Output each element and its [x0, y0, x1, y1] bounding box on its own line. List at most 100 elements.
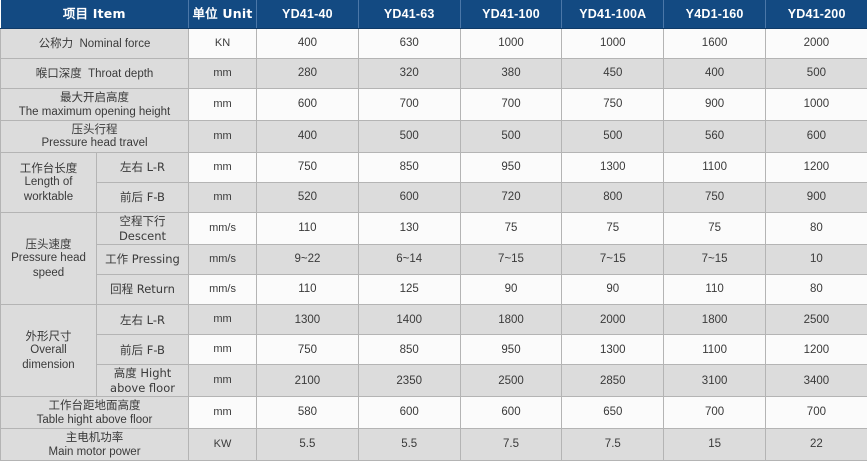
row-sub-label: 前后 F-B	[95, 181, 190, 214]
table-row: 外形尺寸 Overall dimension 左右 L-R mm 1300 1400 180…	[0, 304, 867, 398]
table-row: 喉口深度 Throat depth mm 280 320 380 450 400 500	[0, 58, 867, 90]
item-label-cn: 工作台距地面高度	[48, 398, 141, 413]
row-unit: mm/s	[188, 243, 258, 276]
table-row: 前后 F-B mm 520 600 720 800 750 900	[1, 181, 867, 214]
row-value-0: 5.5	[256, 428, 359, 461]
row-value-2: 950	[459, 151, 563, 184]
row-value-3: 500	[561, 120, 665, 153]
row-group-label: 压头速度 Pressure head speed	[0, 212, 97, 306]
item-label-cn: 压头行程	[71, 122, 118, 137]
row-unit: KW	[188, 428, 258, 461]
row-value-1: 6~14	[357, 243, 461, 276]
row-value-5: 700	[765, 396, 867, 430]
table-row: 工作台距地面高度 Table hight above floor mm 580 600 6…	[0, 396, 867, 430]
row-value-0: 750	[256, 151, 359, 184]
item-label-cn: 最大开启高度	[60, 90, 129, 105]
row-value-2: 1800	[459, 304, 563, 336]
item-label-cn: 喉口深度	[35, 65, 82, 80]
item-label-en: Throat depth	[81, 67, 154, 80]
row-unit: mm	[188, 364, 258, 398]
table-row: 高度 Hight above floor mm 2100 2350 2500 2850 31…	[1, 364, 867, 398]
table-row: 回程 Return mm/s 110 125 90 90 110 80	[1, 274, 867, 306]
row-value-0: 400	[256, 27, 359, 60]
header-model-2: YD41-100	[460, 0, 563, 29]
row-value-1: 125	[357, 274, 461, 306]
row-value-0: 1300	[256, 304, 359, 336]
row-value-4: 1600	[663, 27, 766, 60]
row-value-5: 2500	[765, 304, 867, 336]
row-value-5: 500	[765, 58, 867, 90]
table-row: 前后 F-B mm 750 850 950 1300 1100 1200	[1, 334, 867, 366]
row-value-5: 80	[765, 274, 867, 306]
row-unit: mm/s	[188, 212, 258, 245]
row-value-0: 600	[256, 88, 359, 122]
row-sub-label: 空程下行 Descent	[95, 212, 190, 245]
item-label-en: Length of worktable	[23, 176, 74, 203]
item-label-en: Pressure head speed	[11, 252, 86, 279]
row-value-4: 75	[663, 212, 766, 245]
row-value-3: 750	[561, 88, 665, 122]
row-value-2: 950	[459, 334, 563, 366]
row-value-1: 600	[357, 396, 461, 430]
table-row: 公称力 Nominal force KN 400 630 1000 1000 1600 200…	[0, 27, 867, 60]
item-label-cn: 压头速度	[25, 237, 72, 252]
row-value-1: 320	[357, 58, 461, 90]
table-row: 压头行程 Pressure head travel mm 400 500 500 500 56…	[0, 120, 867, 153]
row-value-4: 1100	[663, 151, 766, 184]
row-value-1: 500	[357, 120, 461, 153]
row-unit: mm	[188, 304, 258, 336]
row-value-0: 750	[256, 334, 359, 366]
item-label-cn: 外形尺寸	[25, 329, 72, 344]
row-value-2: 75	[459, 212, 563, 245]
item-label-cn: 工作台长度	[19, 160, 78, 175]
row-sub-label: 左右 L-R	[95, 304, 190, 336]
row-unit: mm	[188, 181, 258, 214]
row-value-1: 630	[357, 27, 461, 60]
row-item-label: 压头行程 Pressure head travel	[0, 120, 190, 153]
header-model-4: Y4D1-160	[663, 0, 766, 29]
row-value-3: 1300	[561, 151, 665, 184]
item-label-en: Table hight above floor	[36, 413, 153, 426]
header-item: 项目 Item	[0, 0, 190, 29]
row-item-label: 公称力 Nominal force	[0, 27, 190, 60]
row-sub-label: 高度 Hight above floor	[95, 364, 190, 398]
row-sub-label: 回程 Return	[95, 274, 190, 306]
table-row: 工作 Pressing mm/s 9~22 6~14 7~15 7~15 7~15 10	[1, 243, 867, 276]
row-sub-label: 工作 Pressing	[95, 243, 190, 276]
row-value-2: 700	[459, 88, 563, 122]
row-item-label: 工作台距地面高度 Table hight above floor	[0, 396, 190, 430]
row-value-2: 2500	[459, 364, 563, 398]
row-value-5: 2000	[765, 27, 867, 60]
row-value-4: 700	[663, 396, 766, 430]
row-unit: mm	[188, 88, 258, 122]
header-model-0: YD41-40	[256, 0, 359, 29]
row-group-label: 工作台长度 Length of worktable	[0, 151, 97, 214]
header-row: 项目 Item 单位 Unit YD41-40 YD41-63 YD41-100…	[0, 0, 867, 29]
row-value-3: 2000	[561, 304, 665, 336]
row-unit: mm	[188, 58, 258, 90]
row-unit: mm	[188, 334, 258, 366]
item-label-cn: 主电机功率	[65, 430, 124, 445]
row-value-2: 380	[459, 58, 563, 90]
table-header: 项目 Item 单位 Unit YD41-40 YD41-63 YD41-100…	[0, 0, 867, 29]
item-label-en: Nominal force	[73, 37, 151, 50]
table-row: 最大开启高度 The maximum opening height mm 600 700…	[0, 88, 867, 122]
row-value-5: 10	[765, 243, 867, 276]
row-item-label: 喉口深度 Throat depth	[0, 58, 190, 90]
row-value-4: 1100	[663, 334, 766, 366]
row-value-3: 75	[561, 212, 665, 245]
row-value-4: 3100	[663, 364, 766, 398]
row-value-0: 280	[256, 58, 359, 90]
item-label-en: Pressure head travel	[41, 137, 148, 150]
row-unit: mm	[188, 120, 258, 153]
row-item-label: 主电机功率 Main motor power	[0, 428, 190, 461]
row-value-1: 5.5	[357, 428, 461, 461]
row-value-2: 600	[459, 396, 563, 430]
header-model-5: YD41-200	[765, 0, 867, 29]
row-value-5: 600	[765, 120, 867, 153]
row-value-3: 2850	[561, 364, 665, 398]
row-value-5: 3400	[765, 364, 867, 398]
row-item-label: 最大开启高度 The maximum opening height	[0, 88, 190, 122]
header-model-3: YD41-100A	[561, 0, 665, 29]
row-value-1: 2350	[357, 364, 461, 398]
